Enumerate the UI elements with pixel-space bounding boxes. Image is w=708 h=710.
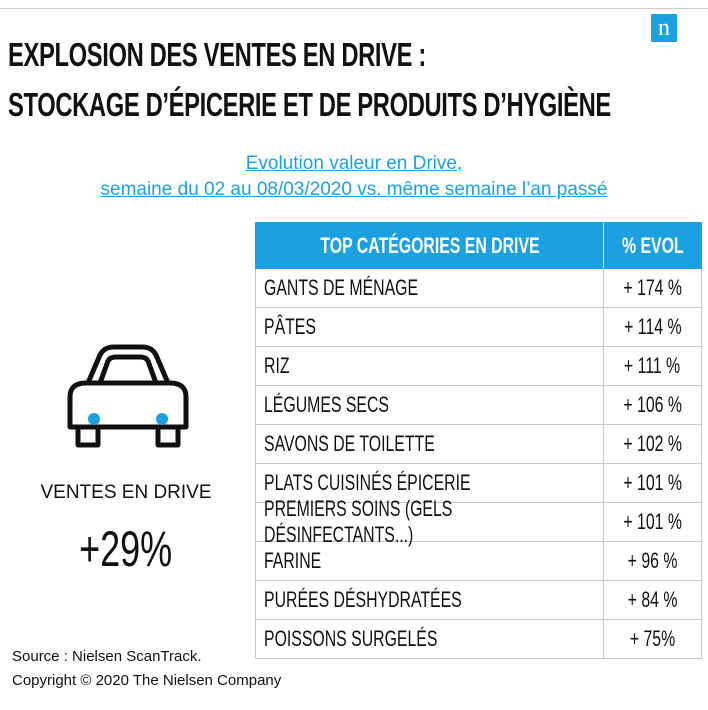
table-row: PURÉES DÉSHYDRATÉES + 84 % [255,581,702,620]
table-cell-text: LÉGUMES SECS [264,392,389,417]
table-row: PÂTES + 114 % [255,308,702,347]
table-cell: GANTS DE MÉNAGE [256,269,604,307]
table-cell: PLATS CUISINÉS ÉPICERIE [256,464,604,502]
subtitle-line: semaine du 02 au 08/03/2020 vs. même sem… [100,179,608,200]
table-header: TOP CATÉGORIES EN DRIVE % EVOL [255,222,702,269]
header-cell: % EVOL [604,223,701,268]
table-cell: + 111 % [604,347,701,385]
table-row: PREMIERS SOINS (GELS DÉSINFECTANTS...) + … [255,496,702,547]
table-cell-text: GANTS DE MÉNAGE [264,275,419,300]
table-cell: FARINE [256,542,604,580]
table-cell: + 174 % [604,269,701,307]
table-cell-text: SAVONS DE TOILETTE [264,431,435,456]
table-row: PLATS CUISINÉS ÉPICERIE + 101 % [255,464,702,503]
table-cell-text: + 106 % [623,392,682,417]
table-cell-text: PLATS CUISINÉS ÉPICERIE [264,470,471,495]
title-line: STOCKAGE D’ÉPICERIE ET DE PRODUITS D’HYG… [8,86,611,123]
table-row: RIZ + 111 % [255,347,702,386]
table-row: FARINE + 96 % [255,542,702,581]
header-cell-text: TOP CATÉGORIES EN DRIVE [319,232,540,258]
top-rule [0,8,708,9]
table-cell: PURÉES DÉSHYDRATÉES [256,581,604,619]
table-cell-text: POISSONS SURGELÉS [264,626,438,651]
table-cell-text: PÂTES [264,314,316,339]
title-line: EXPLOSION DES VENTES EN DRIVE : [8,36,426,73]
source: Source : Nielsen ScanTrack. [12,648,202,665]
table-cell-text: RIZ [264,353,290,378]
table-cell: PREMIERS SOINS (GELS DÉSINFECTANTS...) [256,496,604,547]
header-cell-text: % EVOL [621,232,684,258]
table-row: LÉGUMES SECS + 106 % [255,386,702,425]
table-cell-text: + 174 % [623,275,682,300]
table-cell-text: FARINE [264,548,322,573]
car-icon [67,344,189,448]
table-row: SAVONS DE TOILETTE + 102 % [255,425,702,464]
table-cell: LÉGUMES SECS [256,386,604,424]
subtitle-line: Evolution valeur en Drive, [245,153,463,174]
header-cell: TOP CATÉGORIES EN DRIVE [256,223,604,268]
table-cell: SAVONS DE TOILETTE [256,425,604,463]
table-cell-text: + 84 % [627,587,678,612]
table-row: GANTS DE MÉNAGE + 174 % [255,269,702,308]
table-cell-text: + 101 % [623,509,682,534]
table-cell: RIZ [256,347,604,385]
table-cell: + 114 % [604,308,701,346]
table-cell: + 84 % [604,581,701,619]
table-cell-text: + 102 % [623,431,682,456]
logo: n [651,14,677,42]
table-cell: + 102 % [604,425,701,463]
table-cell-text: PURÉES DÉSHYDRATÉES [264,587,462,612]
table-cell: + 106 % [604,386,701,424]
highlight-label: VENTES EN DRIVE [40,482,212,503]
table-cell: + 101 % [604,503,701,541]
table-cell-text: + 96 % [627,548,678,573]
table-row: POISSONS SURGELÉS + 75% [255,620,702,659]
table-cell: PÂTES [256,308,604,346]
table-cell-text: PREMIERS SOINS (GELS DÉSINFECTANTS...) [264,496,453,547]
table-cell-text: + 114 % [623,314,682,339]
table: TOP CATÉGORIES EN DRIVE % EVOL GANTS DE MÉ… [255,222,702,659]
table-cell-text: + 111 % [624,353,681,378]
table-cell: + 101 % [604,464,701,502]
table-cell: + 96 % [604,542,701,580]
highlight-value: +29% [79,521,173,577]
table-cell-text: + 75% [629,626,676,651]
table-cell: POISSONS SURGELÉS [256,620,604,658]
copyright: Copyright © 2020 The Nielsen Company [12,672,282,689]
highlight-box: +29% [0,520,252,578]
table-cell-text: + 101 % [623,470,682,495]
table-cell: + 75% [604,620,701,658]
